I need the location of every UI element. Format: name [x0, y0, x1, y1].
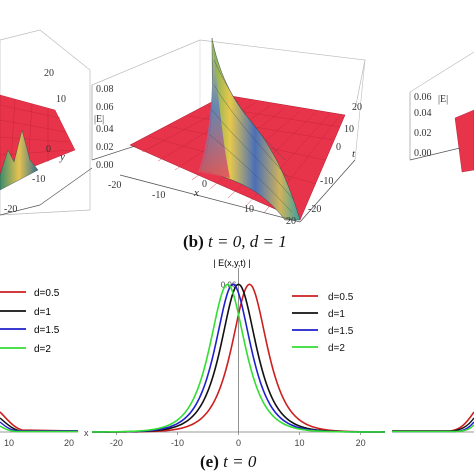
left-legend: d=0.5 d=1 d=1.5 d=2 [0, 288, 60, 355]
left-y-tick-0: 20 [44, 68, 54, 79]
left-box-back [0, 29, 91, 216]
left-line-chart: 10 20 [0, 411, 79, 448]
right-3d-panel: 0.06 |E| 0.04 0.02 0.00 [409, 51, 474, 173]
main-legend: d=0.5 d=1 d=1.5 d=2 [292, 292, 354, 354]
left-y-label: y [59, 151, 65, 163]
t-tick-4: -20 [308, 204, 321, 215]
z-tick-4: 0.00 [96, 160, 114, 171]
z-tick-3: 0.02 [96, 142, 114, 153]
x-tick-0: -20 [108, 180, 121, 191]
z-base-edge [91, 145, 136, 161]
left-3d-panel: 20 10 0 y -10 -20 [0, 29, 93, 216]
t-tick-2: 0 [336, 142, 341, 153]
z-tick-0: 0.08 [96, 84, 114, 95]
soliton-ridge-front [198, 38, 230, 178]
left-legend-0: d=0.5 [34, 288, 60, 299]
x-tick-4: 20 [286, 216, 296, 227]
caption-e-text: t = 0 [223, 452, 257, 471]
left-y-tick-2: 0 [46, 144, 51, 155]
t-label: t [352, 148, 356, 160]
left-y-tick-1: 10 [56, 94, 66, 105]
t-tick-1: 10 [344, 124, 354, 135]
x-tick-2: 0 [202, 179, 207, 190]
caption-b: (b) t = 0, d = 1 [183, 232, 287, 252]
legend-label-2: d=1.5 [328, 326, 354, 337]
series-line-d=2 [91, 283, 385, 433]
left-legend-3: d=2 [34, 344, 51, 355]
x-tick-label-4: 20 [356, 438, 366, 448]
right-line-chart [392, 411, 474, 433]
right-box-edges [409, 51, 474, 93]
left-x-tick-1: 20 [64, 438, 74, 448]
legend-label-0: d=0.5 [328, 292, 354, 303]
t-tick-3: -10 [320, 176, 333, 187]
x-axis-label: x [84, 428, 89, 438]
x-tick-label-1: -10 [171, 438, 184, 448]
bottom-line-chart: 10 20 d=0.5 d=1 d=1.5 d=2 | E(x,y,t) | -… [0, 258, 474, 448]
left-y-tick-3: -10 [32, 174, 45, 185]
right-z-tick-2: 0.02 [414, 128, 432, 139]
caption-b-text: t = 0, d = 1 [208, 232, 287, 251]
x-tick-label-3: 10 [295, 438, 305, 448]
left-legend-2: d=1.5 [34, 325, 60, 336]
x-tick-1: -10 [152, 190, 165, 201]
legend-label-3: d=2 [328, 343, 345, 354]
box-back-edges [91, 39, 366, 111]
right-z-tick-3: 0.00 [414, 148, 432, 159]
right-surface [454, 109, 474, 173]
x-axis-edge [119, 174, 301, 223]
chart-axis-title: | E(x,y,t) | [213, 258, 251, 268]
right-z-label: |E| [438, 94, 448, 105]
left-x-tick-0: 10 [4, 438, 14, 448]
left-legend-1: d=1 [34, 307, 51, 318]
x-tick-3: 10 [244, 204, 254, 215]
right-z-tick-1: 0.04 [414, 108, 432, 119]
box-right-vertical [354, 59, 366, 161]
center-3d-panel: 0.08 0.06 |E| 0.04 0.02 0.00 -20 -10 0 x… [91, 37, 366, 227]
z-tick-1: 0.06 [96, 102, 114, 113]
legend-label-1: d=1 [328, 309, 345, 320]
caption-b-letter: (b) [183, 232, 204, 251]
right-z-tick-0: 0.06 [414, 92, 432, 103]
t-axis-edge [299, 159, 356, 223]
z-label: |E| [94, 114, 104, 125]
z-tick-2: 0.04 [96, 124, 114, 135]
left-y-tick-4: -20 [4, 204, 17, 215]
x-tick-label-2: 0 [236, 438, 241, 448]
left-peak [0, 129, 39, 191]
caption-e-letter: (e) [200, 452, 219, 471]
t-tick-0: 20 [352, 102, 362, 113]
x-tick-label-0: -20 [110, 438, 123, 448]
caption-e: (e) t = 0 [200, 452, 256, 472]
x-label: x [193, 187, 199, 199]
